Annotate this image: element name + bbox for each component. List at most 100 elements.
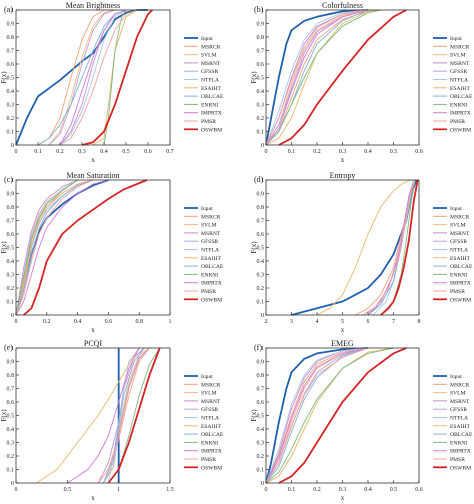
series-line-esaiht bbox=[265, 9, 381, 146]
x-axis-label: x bbox=[91, 326, 95, 334]
x-tick-label: 0.3 bbox=[339, 487, 347, 493]
series-line-imprtx bbox=[265, 347, 369, 484]
y-tick-label: 0.7 bbox=[257, 219, 265, 225]
series-line-enrni bbox=[103, 9, 127, 146]
y-tick-label: 1 bbox=[11, 346, 14, 352]
legend-entry: GFSSR bbox=[450, 407, 467, 413]
y-tick-label: 0.4 bbox=[257, 427, 265, 433]
legend-entry: Input bbox=[201, 206, 213, 212]
x-tick-label: 1 bbox=[169, 319, 172, 325]
legend-entry: PMSR bbox=[450, 289, 465, 295]
series-line-input bbox=[291, 179, 418, 316]
series-line-oswbm bbox=[278, 9, 407, 146]
legend-entry: ENRNI bbox=[450, 102, 467, 108]
legend-entry: SVLM bbox=[450, 223, 466, 229]
series-line-imprtx bbox=[59, 9, 127, 146]
y-tick-label: 0.8 bbox=[7, 35, 15, 41]
y-tick-label: 0.3 bbox=[7, 103, 15, 109]
legend-entry: ENRNI bbox=[201, 272, 218, 278]
y-tick-label: 0.5 bbox=[257, 414, 265, 420]
x-tick-label: 0.3 bbox=[78, 149, 86, 155]
x-tick-label: 1.5 bbox=[166, 487, 174, 493]
y-tick-label: 0.8 bbox=[7, 205, 15, 211]
series-line-pmsr bbox=[265, 9, 369, 146]
series-line-pmsr bbox=[265, 347, 369, 484]
x-tick-label: 7 bbox=[392, 319, 395, 325]
legend-entry: IMPRTX bbox=[201, 111, 222, 117]
x-tick-label: 0.6 bbox=[415, 149, 423, 155]
x-axis-label: x bbox=[91, 156, 95, 164]
legend-entry: NTFLA bbox=[450, 416, 468, 422]
legend-entry: OBLCAE bbox=[201, 264, 224, 270]
x-tick-label: 0.6 bbox=[415, 487, 423, 493]
series-line-oswbm bbox=[23, 179, 148, 316]
series-line-oblcae bbox=[15, 179, 94, 316]
y-tick-label: 0.3 bbox=[7, 273, 15, 279]
y-tick-label: 0.1 bbox=[7, 468, 15, 474]
series-line-input bbox=[265, 347, 369, 484]
y-tick-label: 0.5 bbox=[7, 414, 15, 420]
y-axis-label: F(x) bbox=[0, 241, 8, 254]
y-tick-label: 0 bbox=[261, 143, 264, 149]
y-tick-label: 0.6 bbox=[257, 62, 265, 68]
y-tick-label: 0.1 bbox=[257, 130, 265, 136]
chart-panel: 2 3 4 5 6 7 8 0 0.1 0.2 0.3 0.4 0.5 0.6 0.7 0.8 0.9 1 Entr… bbox=[250, 171, 473, 334]
panel-title: Mean Brightness bbox=[66, 1, 120, 10]
legend-entry: MSRCR bbox=[201, 44, 221, 50]
y-tick-label: 0.6 bbox=[7, 400, 15, 406]
series-line-enrni bbox=[265, 9, 381, 146]
legend-entry: Input bbox=[450, 206, 462, 212]
series-line-msrcr bbox=[265, 9, 381, 146]
legend-entry: GFSSR bbox=[201, 69, 218, 75]
legend-entry: OSWBM bbox=[450, 465, 471, 471]
legend-entry: NTFLA bbox=[450, 248, 468, 254]
y-tick-label: 0 bbox=[11, 313, 14, 319]
y-tick-label: 0.4 bbox=[7, 259, 15, 265]
legend-entry: MSRNT bbox=[201, 61, 221, 67]
legend-entry: SVLM bbox=[450, 53, 466, 59]
y-tick-label: 0 bbox=[11, 143, 14, 149]
series-line-imprtx bbox=[367, 179, 415, 316]
legend-entry: OBLCAE bbox=[450, 432, 473, 438]
y-tick-label: 0.6 bbox=[257, 400, 265, 406]
y-axis-label: F(x) bbox=[250, 71, 258, 84]
legend-entry: GFSSR bbox=[450, 69, 467, 75]
x-tick-label: 5 bbox=[341, 319, 344, 325]
legend-entry: OSWBM bbox=[450, 297, 471, 303]
legend-entry: OBLCAE bbox=[450, 94, 473, 100]
y-tick-label: 0.9 bbox=[257, 22, 265, 28]
panel-label: (b) bbox=[254, 5, 264, 14]
legend-entry: ESAIHT bbox=[201, 424, 221, 430]
x-tick-label: 0.5 bbox=[64, 487, 72, 493]
y-tick-label: 0.7 bbox=[7, 219, 15, 225]
legend-entry: MSRCR bbox=[450, 214, 470, 220]
legend-entry: Input bbox=[450, 374, 462, 380]
y-tick-label: 0.3 bbox=[7, 441, 15, 447]
y-tick-label: 0.4 bbox=[257, 89, 265, 95]
series-line-ntfla bbox=[265, 9, 369, 146]
legend-entry: NTFLA bbox=[201, 78, 219, 84]
legend-entry: OBLCAE bbox=[201, 432, 224, 438]
legend-entry: PMSR bbox=[450, 457, 465, 463]
chart-panel: 0 0.1 0.2 0.3 0.4 0.5 0.6 0 0.1 0.2 0.3 0.4 0.5 0.6 0.… bbox=[250, 1, 473, 164]
legend-entry: NTFLA bbox=[201, 248, 219, 254]
legend-entry: IMPRTX bbox=[201, 449, 222, 455]
y-axis-label: F(x) bbox=[250, 241, 258, 254]
legend-entry: PMSR bbox=[201, 289, 216, 295]
y-tick-label: 0.7 bbox=[257, 49, 265, 55]
y-tick-label: 0.9 bbox=[7, 192, 15, 198]
x-tick-label: 0.6 bbox=[105, 319, 113, 325]
y-tick-label: 0.2 bbox=[257, 116, 265, 122]
series-line-oswbm bbox=[380, 179, 419, 316]
y-tick-label: 0.6 bbox=[7, 232, 15, 238]
legend-entry: ESAIHT bbox=[450, 256, 470, 262]
y-tick-label: 0.3 bbox=[257, 103, 265, 109]
series-line-oblcae bbox=[265, 347, 369, 484]
series-line-msrcr bbox=[265, 347, 369, 484]
series-line-esaiht bbox=[316, 179, 412, 316]
y-tick-label: 0.5 bbox=[257, 246, 265, 252]
x-tick-label: 0 bbox=[15, 487, 18, 493]
y-tick-label: 0.8 bbox=[7, 373, 15, 379]
legend-entry: PMSR bbox=[450, 119, 465, 125]
legend-entry: ESAIHT bbox=[201, 86, 221, 92]
